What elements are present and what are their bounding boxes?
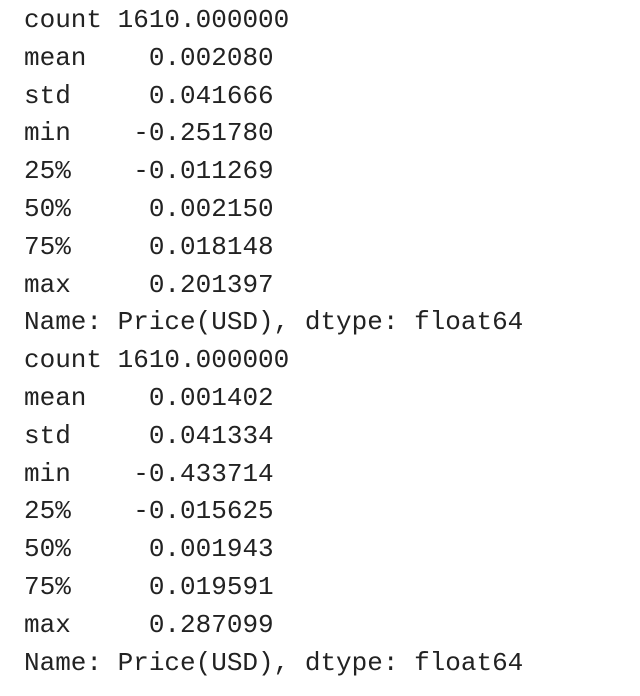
stat-label: 75% — [24, 231, 71, 262]
stat-row: 50% 0.001943 — [24, 531, 523, 569]
stat-label: 50% — [24, 193, 71, 224]
stat-value: 0.041666 — [148, 80, 274, 111]
stat-label: std — [24, 420, 71, 451]
stat-row: count 1610.000000 — [24, 2, 523, 40]
stat-row: std 0.041334 — [24, 418, 523, 456]
stat-label: std — [24, 80, 71, 111]
stat-row: max 0.201397 — [24, 267, 523, 305]
stat-label: 25% — [24, 496, 71, 527]
stat-label: 50% — [24, 534, 71, 565]
stat-label: min — [24, 458, 71, 489]
describe-block: count 1610.000000 mean 0.002080 std 0.04… — [24, 2, 523, 342]
stat-row: std 0.041666 — [24, 78, 523, 116]
stat-row: mean 0.002080 — [24, 40, 523, 78]
stat-label: max — [24, 609, 71, 640]
stat-row: max 0.287099 — [24, 607, 523, 645]
stat-row: 25% -0.011269 — [24, 153, 523, 191]
stat-value: -0.015625 — [133, 496, 274, 527]
stat-label: 25% — [24, 156, 71, 187]
stat-label: mean — [24, 382, 87, 413]
stat-row: 50% 0.002150 — [24, 191, 523, 229]
stat-value: 0.001402 — [148, 382, 274, 413]
stat-label: 75% — [24, 571, 71, 602]
stat-label: max — [24, 269, 71, 300]
describe-block: count 1610.000000 mean 0.001402 std 0.04… — [24, 342, 523, 682]
stat-value: 0.002150 — [148, 193, 274, 224]
stat-row: min -0.251780 — [24, 115, 523, 153]
stat-label: count — [24, 345, 103, 376]
series-footer: Name: Price(USD), dtype: float64 — [24, 647, 524, 678]
stat-row: 75% 0.018148 — [24, 229, 523, 267]
stat-value: -0.011269 — [133, 156, 274, 187]
stat-label: mean — [24, 42, 87, 73]
stat-row: count 1610.000000 — [24, 342, 523, 380]
stat-row: 75% 0.019591 — [24, 569, 523, 607]
stat-value: 1610.000000 — [117, 5, 290, 35]
stat-value: -0.251780 — [133, 118, 274, 149]
stat-value: 0.001943 — [148, 534, 274, 565]
stat-value: 0.018148 — [148, 231, 274, 262]
stat-value: 0.019591 — [148, 571, 274, 602]
series-footer: Name: Price(USD), dtype: float64 — [24, 307, 524, 338]
stat-value: 0.287099 — [148, 609, 274, 640]
stat-value: -0.433714 — [133, 458, 274, 489]
stat-row: mean 0.001402 — [24, 380, 523, 418]
stat-value: 0.041334 — [148, 420, 274, 451]
stat-value: 0.002080 — [148, 42, 274, 73]
stat-value: 1610.000000 — [117, 345, 290, 376]
stat-row: min -0.433714 — [24, 456, 523, 494]
stat-row: 25% -0.015625 — [24, 493, 523, 531]
stat-label: count — [24, 5, 103, 35]
stat-label: min — [24, 118, 71, 149]
describe-output: count 1610.000000 mean 0.002080 std 0.04… — [24, 2, 523, 682]
stat-value: 0.201397 — [148, 269, 274, 300]
